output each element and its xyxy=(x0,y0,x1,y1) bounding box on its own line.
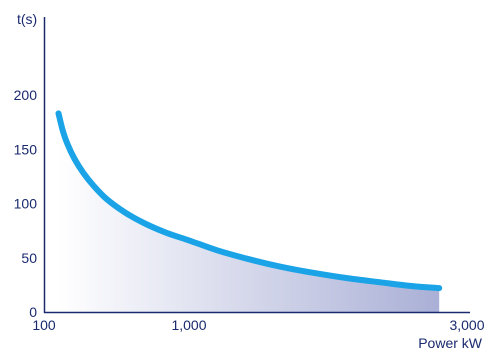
y-axis-title: t(s) xyxy=(17,11,37,27)
series-line xyxy=(55,110,443,292)
y-tick-label: 200 xyxy=(14,87,38,103)
x-tick-label: 1,000 xyxy=(171,317,206,333)
y-tick-label: 150 xyxy=(14,141,38,157)
area-under-curve xyxy=(58,113,440,313)
y-tick-label: 0 xyxy=(29,304,37,320)
x-axis-title: Power kW xyxy=(418,335,483,351)
series-layer xyxy=(55,110,443,292)
y-tick-labels: 0 50 100 150 200 xyxy=(14,87,38,320)
x-tick-label: 100 xyxy=(32,317,56,333)
x-tick-labels: 100 1,000 3,000 xyxy=(32,317,484,333)
y-tick-label: 50 xyxy=(21,250,37,266)
y-tick-label: 100 xyxy=(14,196,38,212)
area-fill-layer xyxy=(58,113,440,313)
x-tick-label: 3,000 xyxy=(449,317,484,333)
